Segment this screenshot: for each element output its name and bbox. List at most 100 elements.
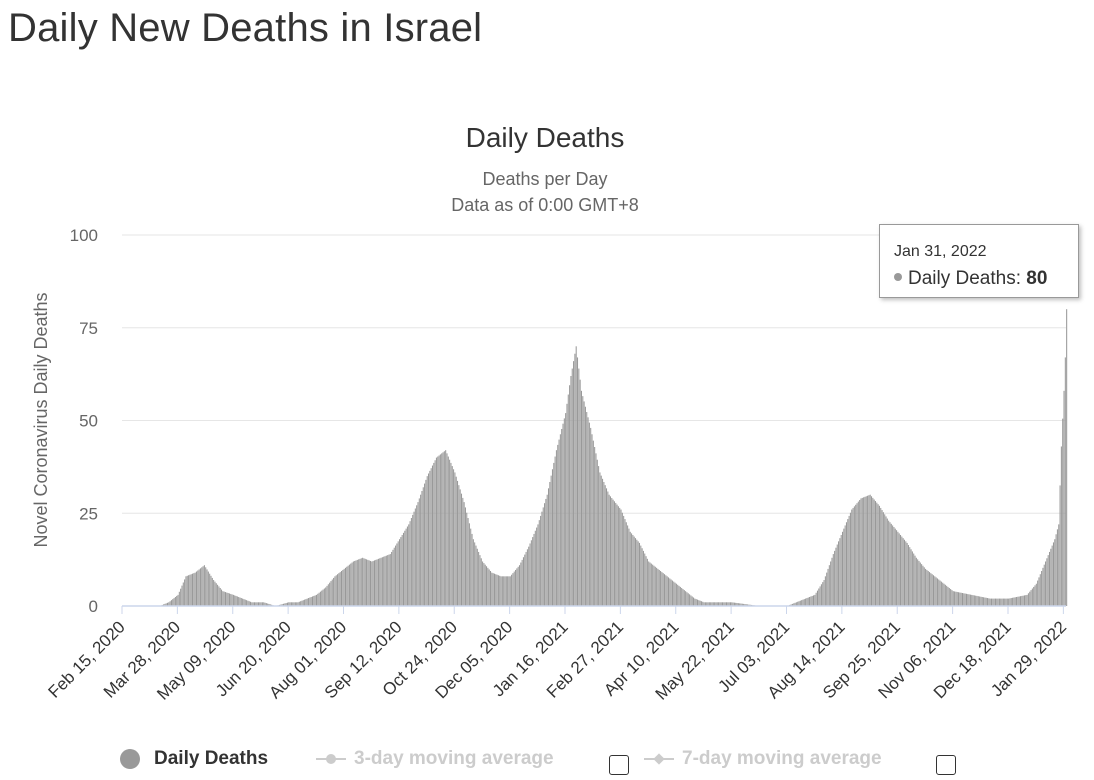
bar[interactable]	[807, 597, 809, 606]
bar[interactable]	[708, 602, 710, 606]
bar[interactable]	[853, 506, 855, 606]
bar[interactable]	[985, 597, 987, 606]
bar[interactable]	[801, 600, 803, 606]
bar[interactable]	[696, 599, 699, 606]
bar[interactable]	[242, 598, 244, 606]
bar[interactable]	[840, 534, 842, 606]
bar[interactable]	[602, 478, 604, 606]
bar[interactable]	[695, 599, 697, 606]
bar[interactable]	[798, 601, 800, 606]
bar[interactable]	[927, 571, 929, 606]
bar[interactable]	[180, 588, 182, 606]
bar[interactable]	[290, 602, 292, 606]
bar[interactable]	[888, 520, 890, 606]
bar[interactable]	[871, 496, 873, 606]
bar[interactable]	[417, 502, 419, 606]
bar[interactable]	[177, 594, 179, 606]
bar[interactable]	[944, 584, 946, 606]
bar[interactable]	[641, 548, 643, 606]
bar[interactable]	[896, 530, 898, 606]
bar[interactable]	[836, 544, 838, 606]
bar[interactable]	[989, 598, 991, 606]
bar[interactable]	[257, 602, 259, 606]
bar[interactable]	[416, 505, 418, 606]
bar[interactable]	[195, 571, 198, 606]
bar[interactable]	[509, 576, 511, 606]
bar[interactable]	[549, 481, 551, 606]
bar[interactable]	[230, 593, 232, 606]
bar[interactable]	[693, 597, 695, 606]
bar[interactable]	[269, 604, 271, 606]
bar[interactable]	[876, 502, 878, 606]
bar[interactable]	[968, 594, 970, 606]
bar[interactable]	[483, 563, 485, 606]
bar[interactable]	[524, 554, 526, 606]
bar[interactable]	[586, 412, 588, 606]
bar[interactable]	[979, 596, 981, 606]
bar[interactable]	[163, 604, 165, 606]
bar[interactable]	[565, 413, 567, 606]
bar[interactable]	[868, 495, 870, 606]
bar[interactable]	[563, 418, 565, 606]
bar[interactable]	[362, 557, 364, 606]
bar[interactable]	[677, 584, 679, 606]
bar[interactable]	[253, 602, 256, 606]
bar[interactable]	[367, 559, 369, 606]
bar[interactable]	[598, 466, 600, 606]
bar[interactable]	[1023, 595, 1025, 606]
bar[interactable]	[664, 574, 666, 606]
bar[interactable]	[835, 547, 837, 606]
bar[interactable]	[308, 598, 310, 606]
bar[interactable]	[906, 542, 908, 606]
bar[interactable]	[582, 396, 584, 606]
bar[interactable]	[930, 573, 932, 606]
bar[interactable]	[489, 571, 492, 606]
bar[interactable]	[359, 558, 361, 606]
bar[interactable]	[954, 591, 956, 606]
bar[interactable]	[443, 451, 445, 606]
bar[interactable]	[918, 560, 920, 606]
bar[interactable]	[478, 551, 480, 606]
bar[interactable]	[857, 501, 859, 606]
bar[interactable]	[913, 553, 915, 606]
bar[interactable]	[218, 586, 220, 606]
bar[interactable]	[831, 557, 833, 606]
bar[interactable]	[632, 534, 634, 606]
bar[interactable]	[387, 555, 389, 606]
bar[interactable]	[573, 361, 575, 606]
bar[interactable]	[389, 554, 391, 606]
bar[interactable]	[725, 602, 728, 606]
bar[interactable]	[656, 567, 658, 606]
bar[interactable]	[327, 584, 329, 606]
bar[interactable]	[1041, 571, 1043, 606]
bar[interactable]	[690, 595, 692, 606]
bar[interactable]	[169, 601, 171, 606]
bar[interactable]	[309, 597, 311, 606]
bar[interactable]	[366, 559, 368, 606]
bar[interactable]	[329, 582, 331, 606]
bar[interactable]	[210, 575, 212, 606]
bar[interactable]	[319, 591, 321, 606]
bar[interactable]	[946, 585, 948, 606]
bar[interactable]	[243, 599, 245, 606]
bar[interactable]	[583, 401, 585, 606]
bar[interactable]	[521, 559, 523, 606]
bar[interactable]	[397, 541, 399, 606]
bar[interactable]	[595, 453, 597, 606]
bar[interactable]	[520, 562, 522, 606]
bar[interactable]	[1058, 524, 1060, 606]
bar[interactable]	[551, 469, 553, 606]
bar[interactable]	[321, 590, 323, 606]
bar[interactable]	[197, 570, 199, 606]
bar[interactable]	[805, 598, 807, 606]
bar[interactable]	[205, 567, 207, 606]
bar[interactable]	[984, 597, 986, 606]
bar[interactable]	[893, 527, 895, 606]
bar[interactable]	[431, 465, 434, 606]
bar[interactable]	[958, 592, 960, 606]
bar[interactable]	[376, 559, 378, 606]
bar[interactable]	[300, 601, 302, 606]
bar[interactable]	[1066, 309, 1068, 606]
bar[interactable]	[301, 600, 303, 606]
bar[interactable]	[878, 505, 880, 606]
